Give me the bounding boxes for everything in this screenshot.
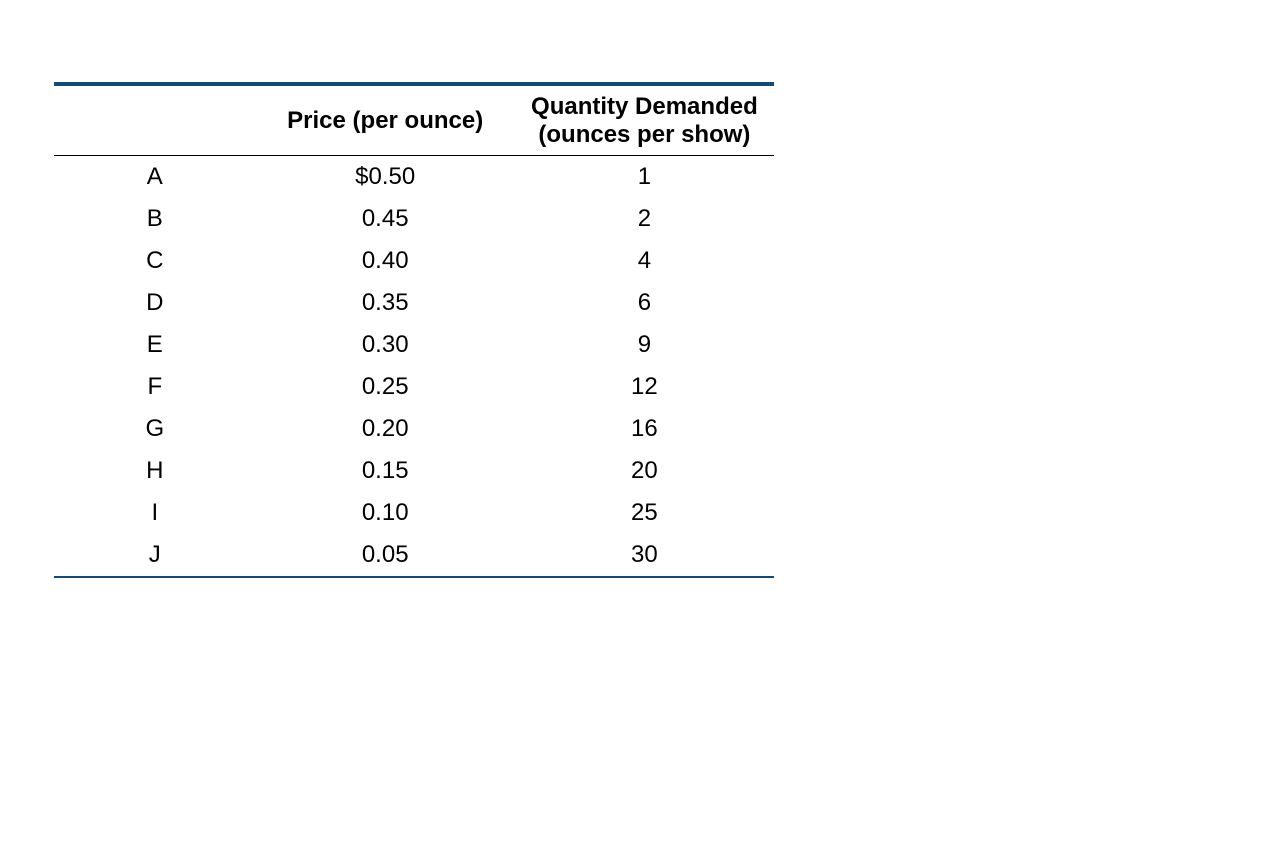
column-header-price: Price (per ounce): [256, 86, 515, 156]
cell-quantity: 9: [515, 324, 774, 366]
cell-label: A: [54, 156, 256, 199]
cell-price: 0.35: [256, 282, 515, 324]
table-row: F 0.25 12: [54, 366, 774, 408]
cell-price: $0.50: [256, 156, 515, 199]
cell-label: H: [54, 450, 256, 492]
column-header-quantity: Quantity Demanded (ounces per show): [515, 86, 774, 156]
table-header-row: Price (per ounce) Quantity Demanded (oun…: [54, 86, 774, 156]
cell-price: 0.45: [256, 198, 515, 240]
cell-label: F: [54, 366, 256, 408]
cell-label: D: [54, 282, 256, 324]
table-row: A $0.50 1: [54, 156, 774, 199]
cell-quantity: 1: [515, 156, 774, 199]
table-row: C 0.40 4: [54, 240, 774, 282]
cell-quantity: 2: [515, 198, 774, 240]
cell-quantity: 6: [515, 282, 774, 324]
cell-quantity: 16: [515, 408, 774, 450]
cell-label: I: [54, 492, 256, 534]
cell-quantity: 4: [515, 240, 774, 282]
cell-label: J: [54, 534, 256, 577]
table-row: G 0.20 16: [54, 408, 774, 450]
cell-price: 0.05: [256, 534, 515, 577]
table-row: D 0.35 6: [54, 282, 774, 324]
cell-quantity: 12: [515, 366, 774, 408]
table-row: J 0.05 30: [54, 534, 774, 577]
demand-schedule-table-container: Price (per ounce) Quantity Demanded (oun…: [54, 82, 774, 578]
cell-price: 0.25: [256, 366, 515, 408]
cell-label: B: [54, 198, 256, 240]
cell-quantity: 20: [515, 450, 774, 492]
column-header-label: [54, 86, 256, 156]
table-row: E 0.30 9: [54, 324, 774, 366]
cell-price: 0.15: [256, 450, 515, 492]
table-row: B 0.45 2: [54, 198, 774, 240]
cell-price: 0.20: [256, 408, 515, 450]
demand-schedule-table: Price (per ounce) Quantity Demanded (oun…: [54, 86, 774, 578]
cell-label: G: [54, 408, 256, 450]
cell-label: E: [54, 324, 256, 366]
cell-quantity: 30: [515, 534, 774, 577]
cell-price: 0.40: [256, 240, 515, 282]
cell-price: 0.30: [256, 324, 515, 366]
cell-price: 0.10: [256, 492, 515, 534]
table-row: I 0.10 25: [54, 492, 774, 534]
cell-quantity: 25: [515, 492, 774, 534]
table-row: H 0.15 20: [54, 450, 774, 492]
cell-label: C: [54, 240, 256, 282]
